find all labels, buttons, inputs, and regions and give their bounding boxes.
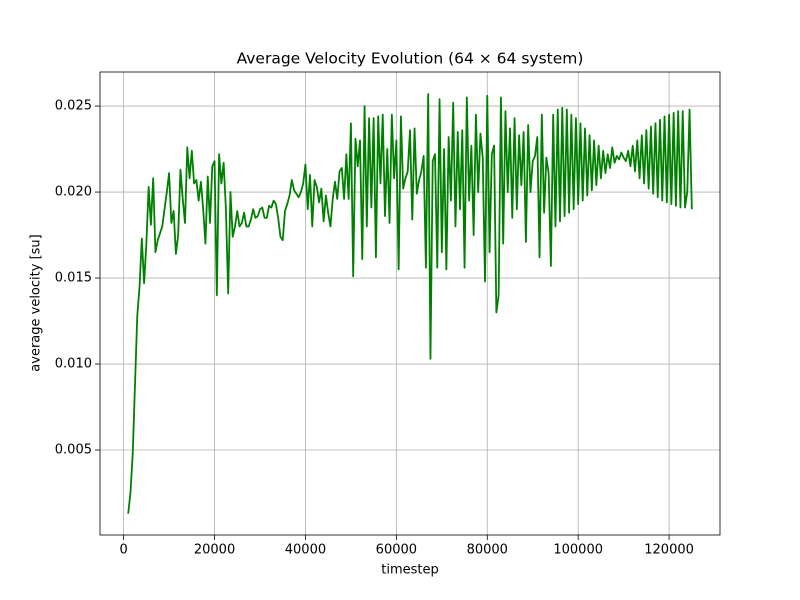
x-axis-label: timestep	[381, 563, 439, 578]
x-tick-label: 0	[119, 543, 127, 558]
axes-frame	[99, 71, 721, 536]
x-tick-label: 20000	[194, 543, 235, 558]
y-tick-label: 0.020	[55, 185, 92, 200]
y-tick-label: 0.015	[55, 271, 92, 286]
data-line	[127, 93, 693, 514]
x-tick-label: 100000	[553, 543, 603, 558]
x-tick-label: 120000	[644, 543, 694, 558]
y-tick-label: 0.025	[55, 99, 92, 114]
y-tick-label: 0.005	[55, 443, 92, 458]
x-tick-label: 60000	[376, 543, 417, 558]
chart-title: Average Velocity Evolution (64 × 64 syst…	[237, 50, 584, 68]
x-tick-label: 80000	[467, 543, 508, 558]
y-tick-label: 0.010	[55, 357, 92, 372]
y-axis-label: average velocity [su]	[29, 234, 44, 371]
x-tick-label: 40000	[285, 543, 326, 558]
